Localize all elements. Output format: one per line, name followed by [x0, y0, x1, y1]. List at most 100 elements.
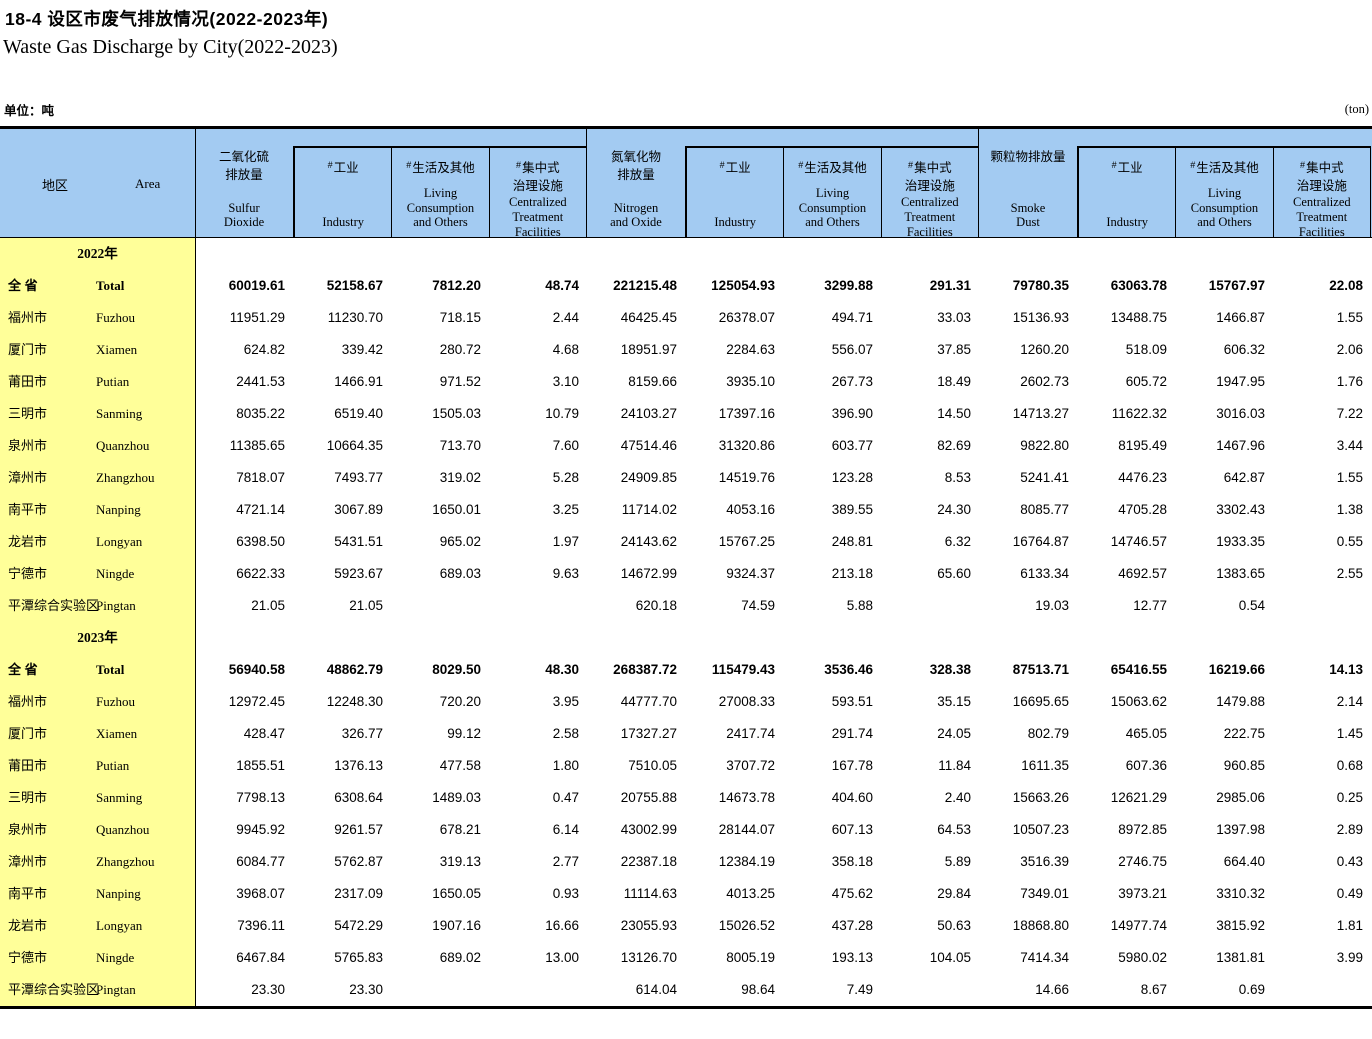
- value-cell: 8972.85: [1118, 822, 1167, 837]
- value-cell: 24.05: [937, 726, 971, 741]
- value-cell: 556.07: [831, 342, 873, 357]
- value-cell: 13488.75: [1110, 310, 1167, 325]
- value-cell: 1467.96: [1216, 438, 1265, 453]
- value-cell: 24103.27: [620, 406, 677, 421]
- value-cell: 222.75: [1223, 726, 1265, 741]
- value-cell: 22.08: [1329, 278, 1363, 293]
- value-cell: 1.55: [1336, 470, 1363, 485]
- value-cell: 8195.49: [1118, 438, 1167, 453]
- table-header: 地区 Area 二氧化硫 排放量 Sulfur Dioxide #工业 Indu…: [0, 129, 1372, 239]
- value-cell: 2.14: [1336, 694, 1363, 709]
- value-cell: 15136.93: [1012, 310, 1069, 325]
- col-header-sulfur-dioxide: 二氧化硫 排放量 Sulfur Dioxide: [195, 129, 293, 237]
- value-cell: 3310.32: [1216, 886, 1265, 901]
- value-cell: 14672.99: [620, 566, 677, 581]
- table-row: 莆田市 Putian 1855.51 1376.13 477.58 1.80 7510.05…: [0, 750, 1372, 782]
- area-name-cn: 三明市: [8, 790, 48, 805]
- value-cell: 7818.07: [236, 470, 285, 485]
- value-cell: 965.02: [439, 534, 481, 549]
- value-cell: 0.93: [552, 886, 579, 901]
- value-cell: 19.03: [1035, 598, 1069, 613]
- area-name-cn: 宁德市: [8, 950, 48, 965]
- value-cell: 718.15: [439, 310, 481, 325]
- header-bottom-border: [0, 237, 1372, 238]
- value-cell: 125054.93: [711, 278, 775, 293]
- value-cell: 713.70: [439, 438, 481, 453]
- value-cell: 23055.93: [620, 918, 677, 933]
- value-cell: 326.77: [341, 726, 383, 741]
- area-name-cn: 莆田市: [8, 374, 48, 389]
- value-cell: 16764.87: [1012, 534, 1069, 549]
- area-name-en: Xiamen: [96, 342, 138, 357]
- area-name-en: Fuzhou: [96, 694, 135, 709]
- unit-label-ton: (ton): [1344, 102, 1369, 116]
- value-cell: 14.13: [1329, 662, 1363, 677]
- area-name-cn: 漳州市: [8, 470, 48, 485]
- value-cell: 4013.25: [726, 886, 775, 901]
- value-cell: 494.71: [831, 310, 873, 325]
- value-cell: 339.42: [341, 342, 383, 357]
- value-cell: 56940.58: [228, 662, 285, 677]
- group-divider-2: [978, 126, 979, 147]
- value-cell: 3935.10: [726, 374, 775, 389]
- value-cell: 3516.39: [1020, 854, 1069, 869]
- table-row: 平潭综合实验区 Pingtan 23.30 23.30 614.04 98.64 7.49 1…: [0, 974, 1372, 1006]
- col-header-nox-living: #生活及其他 Living Consumption and Others: [783, 148, 880, 237]
- value-cell: 50.63: [937, 918, 971, 933]
- value-cell: 5765.83: [334, 950, 383, 965]
- value-cell: 5241.41: [1020, 470, 1069, 485]
- header-cn-label: 氮氧化物 排放量: [610, 150, 661, 182]
- area-name-en: Nanping: [96, 502, 141, 517]
- value-cell: 960.85: [1223, 758, 1265, 773]
- value-cell: 606.32: [1223, 342, 1265, 357]
- area-name-en: Longyan: [96, 534, 143, 549]
- header-en-label: Living Consumption and Others: [798, 185, 867, 230]
- value-cell: 9945.92: [236, 822, 285, 837]
- value-cell: 0.69: [1238, 982, 1265, 997]
- value-cell: 60019.61: [228, 278, 285, 293]
- area-name-cn: 宁德市: [8, 566, 48, 581]
- value-cell: 477.58: [439, 758, 481, 773]
- value-cell: 11951.29: [229, 310, 285, 325]
- value-cell: 3536.46: [824, 662, 873, 677]
- value-cell: [1273, 590, 1371, 622]
- table-bottom-border: [0, 1006, 1372, 1009]
- value-cell: 7349.01: [1020, 886, 1069, 901]
- col-header-so2-centralized: #集中式 治理设施 Centralized Treatment Faciliti…: [488, 148, 586, 239]
- value-cell: 52158.67: [326, 278, 383, 293]
- area-cell: 福州市 Fuzhou: [0, 302, 195, 334]
- value-cell: 5.89: [944, 854, 971, 869]
- area-column-divider: [195, 126, 196, 1007]
- value-cell: 9261.57: [334, 822, 383, 837]
- value-cell: 1479.88: [1216, 694, 1265, 709]
- value-cell: 14673.78: [718, 790, 775, 805]
- value-cell: 280.72: [439, 342, 481, 357]
- value-cell: [489, 974, 587, 1006]
- value-cell: 7.22: [1336, 406, 1363, 421]
- area-name-cn: 平潭综合实验区: [8, 982, 100, 997]
- value-cell: 7510.05: [628, 758, 677, 773]
- value-cell: 12972.45: [228, 694, 285, 709]
- header-cn-label: #集中式 治理设施: [512, 160, 563, 193]
- value-cell: 6.14: [552, 822, 579, 837]
- table-row: 漳州市 Zhangzhou 6084.77 5762.87 319.13 2.77 2238…: [0, 846, 1372, 878]
- value-cell: 6467.84: [236, 950, 285, 965]
- value-cell: 1.38: [1336, 502, 1363, 517]
- area-name-cn: 三明市: [8, 406, 48, 421]
- value-cell: 14713.27: [1012, 406, 1069, 421]
- header-cn-label: #集中式 治理设施: [1296, 160, 1347, 193]
- value-cell: 7798.13: [236, 790, 285, 805]
- header-en-label: Industry: [1106, 215, 1148, 230]
- value-cell: 11230.70: [327, 310, 383, 325]
- value-cell: 99.12: [447, 726, 481, 741]
- value-cell: 465.05: [1125, 726, 1167, 741]
- value-cell: 23.30: [349, 982, 383, 997]
- area-name-en: Xiamen: [96, 726, 138, 741]
- value-cell: 13.00: [545, 950, 579, 965]
- value-cell: 248.81: [831, 534, 873, 549]
- value-cell: 0.49: [1336, 886, 1363, 901]
- value-cell: 8.67: [1140, 982, 1167, 997]
- area-name-en: Sanming: [96, 790, 143, 805]
- area-name-cn: 厦门市: [8, 726, 48, 741]
- value-cell: 16.66: [545, 918, 579, 933]
